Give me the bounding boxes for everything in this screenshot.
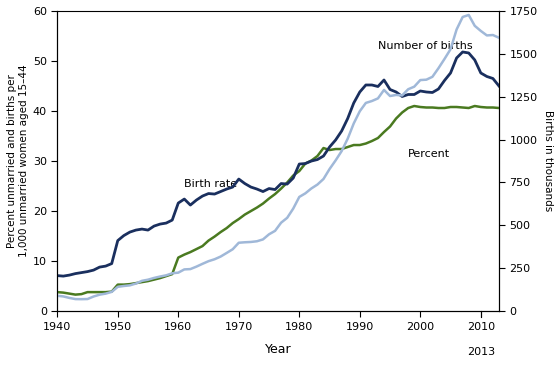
Text: 2013: 2013 [466, 347, 495, 357]
X-axis label: Year: Year [265, 343, 291, 356]
Y-axis label: Births in thousands: Births in thousands [543, 110, 553, 212]
Text: Birth rate: Birth rate [184, 179, 237, 189]
Text: Number of births: Number of births [378, 41, 473, 51]
Text: Percent: Percent [408, 148, 450, 158]
Y-axis label: Percent unmarried and births per
1,000 unmarried women aged 15–44: Percent unmarried and births per 1,000 u… [7, 65, 29, 258]
